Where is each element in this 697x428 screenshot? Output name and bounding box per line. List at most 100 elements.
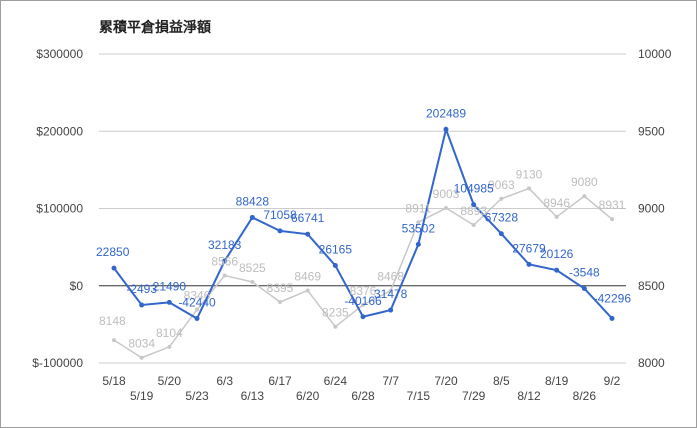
x-tick-label: 6/28	[351, 389, 375, 403]
secondary-series-point	[222, 273, 227, 278]
y-right-tick-label: 8500	[638, 279, 665, 293]
x-tick-label: 5/20	[158, 374, 182, 388]
primary-series-point	[415, 241, 421, 247]
primary-series-point	[111, 265, 117, 271]
x-tick-label: 8/12	[517, 389, 541, 403]
x-tick-label: 6/13	[241, 389, 265, 403]
x-tick-label: 8/5	[493, 374, 510, 388]
y-right-tick-label: 9000	[638, 202, 665, 216]
secondary-series-point	[416, 220, 421, 225]
secondary-series-point	[112, 338, 116, 343]
y-left-tick-label: $300000	[36, 47, 83, 61]
secondary-series-point	[333, 324, 338, 329]
primary-data-label: 88428	[236, 194, 270, 208]
secondary-data-label: 8468	[377, 270, 404, 284]
secondary-data-label: 8893	[460, 204, 487, 218]
primary-series-point	[526, 261, 532, 267]
x-tick-label: 9/2	[604, 374, 621, 388]
primary-data-label: 202489	[426, 106, 466, 120]
secondary-series-point	[167, 344, 172, 349]
y-left-tick-label: $-100000	[32, 356, 83, 370]
primary-series-point	[581, 285, 587, 291]
secondary-series-point	[139, 355, 144, 360]
secondary-data-label: 8469	[294, 270, 321, 284]
primary-data-label: 67328	[485, 211, 519, 225]
secondary-data-label: 8946	[543, 196, 570, 210]
secondary-data-label: 8911	[405, 201, 431, 215]
secondary-series-point	[195, 307, 199, 312]
secondary-data-label: 9080	[571, 175, 598, 189]
primary-data-label: 20126	[540, 247, 574, 261]
primary-series-point	[609, 315, 615, 321]
y-left-tick-label: $200000	[36, 124, 83, 138]
y-left-tick-label: $0	[70, 279, 84, 293]
x-tick-label: 7/20	[434, 374, 458, 388]
x-tick-label: 5/18	[102, 374, 126, 388]
secondary-series-point	[388, 288, 393, 293]
primary-data-label: -2493	[126, 282, 157, 296]
primary-data-label: 26165	[319, 243, 353, 257]
secondary-series-point	[554, 214, 559, 219]
primary-data-label: 71058	[263, 208, 297, 222]
primary-series-point	[388, 307, 394, 313]
primary-data-label: 66741	[291, 211, 325, 225]
primary-series-point	[471, 202, 477, 208]
primary-data-label: 21490	[153, 279, 187, 293]
secondary-data-label: 8034	[128, 337, 155, 351]
secondary-series-point	[305, 288, 310, 293]
x-tick-label: 7/15	[407, 389, 431, 403]
secondary-series-point	[582, 194, 587, 199]
primary-series-point	[305, 231, 311, 237]
primary-data-label: 27679	[512, 241, 546, 255]
primary-series-point	[554, 267, 560, 273]
y-right-tick-label: 8000	[638, 356, 665, 370]
x-tick-label: 7/29	[462, 389, 486, 403]
x-tick-label: 7/7	[382, 374, 399, 388]
secondary-data-label: 8346	[184, 289, 211, 303]
x-tick-label: 6/24	[324, 374, 348, 388]
primary-series-point	[498, 231, 504, 237]
secondary-data-label: 9130	[516, 167, 543, 181]
secondary-series-point	[499, 196, 504, 201]
secondary-data-label: 8931	[599, 198, 626, 212]
primary-series-point	[360, 314, 366, 320]
secondary-data-label: 8525	[239, 261, 266, 275]
secondary-series-point	[527, 186, 531, 191]
secondary-data-label: 9003	[433, 187, 460, 201]
x-tick-label: 6/17	[268, 374, 292, 388]
x-tick-label: 6/20	[296, 389, 320, 403]
secondary-data-label: 8104	[156, 326, 183, 340]
secondary-data-label: 8235	[322, 306, 349, 320]
x-tick-label: 5/19	[130, 389, 154, 403]
secondary-data-label: 8376	[350, 284, 377, 298]
secondary-data-label: 8395	[267, 281, 294, 295]
primary-series-point	[332, 263, 338, 269]
secondary-series-point	[278, 299, 282, 304]
chart-title: 累積平倉損益淨額	[99, 20, 211, 36]
primary-data-label: -40166	[344, 294, 382, 308]
x-tick-label: 8/26	[573, 389, 597, 403]
primary-series-point	[443, 126, 449, 132]
secondary-data-label: 8566	[211, 255, 238, 269]
primary-data-label: -42440	[178, 296, 216, 310]
y-left-tick-label: $100000	[36, 202, 83, 216]
secondary-series-point	[361, 302, 365, 307]
x-tick-label: 5/23	[185, 389, 209, 403]
primary-data-label: -3548	[569, 265, 600, 279]
primary-data-label: 32183	[208, 238, 242, 252]
secondary-data-label: 9063	[488, 178, 515, 192]
y-right-tick-label: 10000	[638, 47, 672, 61]
primary-data-label: -42296	[594, 291, 632, 305]
x-tick-label: 6/3	[216, 374, 233, 388]
primary-series-point	[166, 299, 172, 305]
primary-data-label: 104985	[454, 182, 494, 196]
secondary-series-line	[113, 187, 613, 359]
secondary-series-point	[444, 206, 448, 211]
primary-series-point	[249, 214, 255, 220]
secondary-series-point	[471, 223, 476, 228]
secondary-data-label: 8148	[99, 314, 126, 328]
x-tick-label: 8/19	[545, 374, 569, 388]
secondary-series-point	[610, 217, 614, 222]
